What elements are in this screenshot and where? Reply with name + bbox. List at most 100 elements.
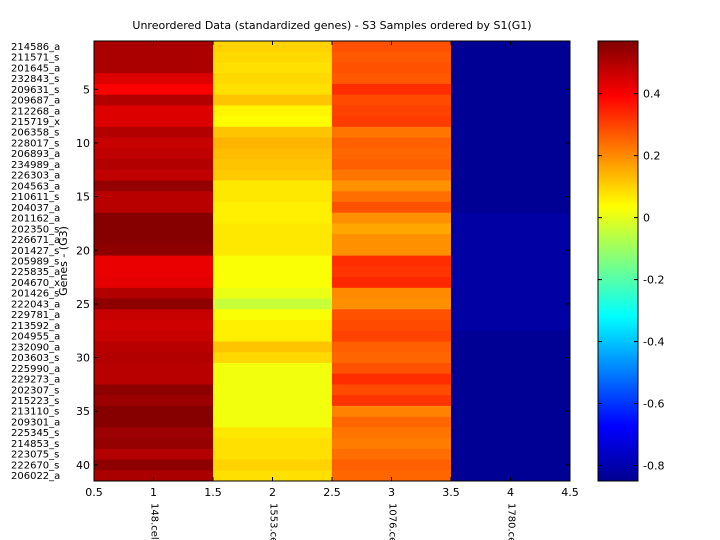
heatmap-cell — [213, 105, 333, 117]
x-tick-label: 4 — [507, 486, 514, 499]
row-label: 202350_s — [11, 224, 59, 235]
row-label: 209687_a — [11, 96, 60, 107]
heatmap-cell — [213, 438, 333, 450]
colorbar-tick-label: 0.2 — [643, 150, 661, 163]
heatmap-cell — [451, 191, 571, 203]
row-label: 226303_a — [11, 171, 60, 182]
heatmap-cell — [213, 137, 333, 149]
heatmap-cell — [332, 427, 452, 439]
heatmap-cells — [94, 41, 571, 482]
heatmap-cell — [332, 395, 452, 407]
heatmap-cell — [451, 416, 571, 428]
heatmap-cell — [94, 309, 214, 321]
row-label: 232843_s — [11, 74, 59, 85]
heatmap-cell — [94, 159, 214, 171]
heatmap-cell — [213, 373, 333, 385]
heatmap-cell — [451, 212, 571, 224]
heatmap-cell — [94, 266, 214, 278]
heatmap-cell — [213, 395, 333, 407]
x-tick-label: 2 — [269, 486, 276, 499]
row-label: 206022_a — [11, 471, 60, 482]
row-label: 225990_a — [11, 364, 60, 375]
heatmap-cell — [94, 105, 214, 117]
row-label: 209631_s — [11, 85, 59, 96]
row-label: 225835_a — [11, 267, 60, 278]
row-label: 203603_s — [11, 353, 59, 364]
heatmap-cell — [213, 287, 333, 300]
heatmap-cell — [332, 320, 452, 332]
heatmap-cell — [94, 148, 214, 160]
heatmap-cell — [94, 234, 214, 246]
heatmap-cell — [213, 309, 333, 321]
y-tick-label: 30 — [76, 352, 90, 365]
heatmap-cell — [213, 448, 333, 461]
y-tick-label: 35 — [76, 405, 90, 418]
heatmap-cell — [332, 201, 452, 214]
heatmap-cell — [332, 438, 452, 450]
heatmap-cell — [332, 341, 452, 353]
row-label: 223075_s — [11, 450, 59, 461]
heatmap-cell — [213, 180, 333, 192]
heatmap-cell — [94, 287, 214, 300]
heatmap-cell — [332, 405, 452, 418]
row-label: 232090_a — [11, 342, 60, 353]
heatmap-cell — [213, 352, 333, 364]
heatmap-cell — [451, 470, 571, 482]
heatmap-cell — [213, 255, 333, 267]
x-tick-label: 3.5 — [442, 486, 460, 499]
heatmap-cell — [332, 116, 452, 128]
heatmap-cell — [94, 341, 214, 353]
heatmap-cell — [94, 73, 214, 85]
heatmap-cell — [332, 373, 452, 385]
row-label: 229273_a — [11, 375, 60, 386]
heatmap-cell — [451, 448, 571, 461]
heatmap-cell — [451, 234, 571, 246]
row-label: 225345_s — [11, 428, 59, 439]
heatmap-cell — [451, 169, 571, 182]
heatmap-cell — [213, 470, 333, 482]
heatmap-cell — [213, 159, 333, 171]
heatmap-cell — [332, 330, 452, 342]
heatmap-cell — [213, 212, 333, 224]
row-label: 214853_s — [11, 439, 59, 450]
heatmap-cell — [94, 83, 214, 96]
heatmap-cell — [94, 62, 214, 74]
row-label: 201427_s — [11, 246, 59, 257]
column-label: 1553.cel — [268, 503, 279, 540]
column-label: 1780.cel — [506, 503, 517, 540]
heatmap-cell — [213, 320, 333, 332]
heatmap-cell — [451, 405, 571, 418]
colorbar-tick-label: -0.2 — [643, 274, 664, 287]
colorbar-tick-label: 0.4 — [643, 88, 661, 101]
colorbar-tick-label: 0 — [643, 212, 650, 225]
heatmap-cell — [451, 352, 571, 364]
heatmap-cell — [213, 244, 333, 257]
heatmap-cell — [94, 223, 214, 235]
heatmap-cell — [332, 244, 452, 257]
row-label: 226671_a — [11, 235, 60, 246]
y-tick-label: 15 — [76, 191, 90, 204]
row-label: 206893_a — [11, 149, 60, 160]
heatmap-cell — [332, 223, 452, 235]
heatmap-cell — [94, 427, 214, 439]
heatmap-cell — [451, 427, 571, 439]
heatmap-cell — [94, 255, 214, 267]
heatmap-cell — [94, 244, 214, 257]
heatmap-cell — [213, 416, 333, 428]
heatmap-cell — [451, 41, 571, 53]
heatmap-cell — [451, 255, 571, 267]
heatmap-cell — [213, 234, 333, 246]
x-tick-label: 3 — [388, 486, 395, 499]
colorbar-tick-label: -0.6 — [643, 398, 664, 411]
heatmap-cell — [451, 266, 571, 278]
row-label: 234989_a — [11, 160, 60, 171]
row-label: 204670_x — [11, 278, 60, 289]
heatmap-cell — [451, 180, 571, 192]
y-tick-label: 40 — [76, 459, 90, 472]
row-label: 229781_a — [11, 310, 60, 321]
heatmap-cell — [332, 448, 452, 461]
heatmap-cell — [94, 126, 214, 139]
heatmap-cell — [332, 384, 452, 396]
heatmap-cell — [94, 470, 214, 482]
